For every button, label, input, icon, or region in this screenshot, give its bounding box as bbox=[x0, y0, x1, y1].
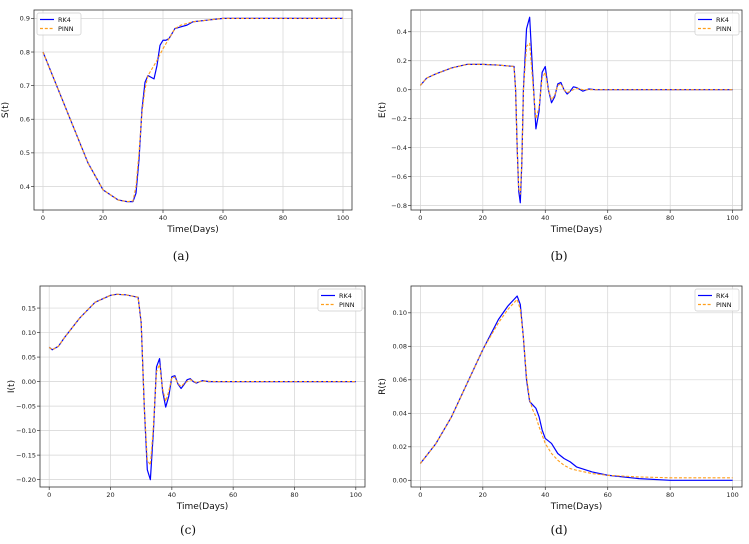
x-tick-label: 0 bbox=[41, 214, 45, 222]
y-tick-label: 0.15 bbox=[22, 304, 36, 312]
legend-label-pinn: PINN bbox=[58, 25, 74, 33]
y-tick-label: −0.8 bbox=[391, 202, 407, 210]
x-tick-label: 40 bbox=[541, 214, 549, 222]
series-line-pinn bbox=[419, 298, 733, 479]
x-tick-label: 100 bbox=[726, 214, 738, 222]
y-tick-label: −0.20 bbox=[16, 476, 36, 484]
subfigure-caption: (c) bbox=[180, 523, 196, 537]
x-tick-label: 100 bbox=[350, 491, 362, 499]
legend-box bbox=[694, 12, 740, 36]
x-tick-label: 100 bbox=[726, 491, 738, 499]
y-tick-label: 0.08 bbox=[393, 343, 407, 351]
y-tick-label: 0.00 bbox=[393, 477, 407, 485]
y-tick-label: 0.6 bbox=[20, 116, 30, 124]
x-tick-label: 60 bbox=[229, 491, 237, 499]
plot-frame bbox=[410, 285, 743, 488]
legend-box bbox=[694, 288, 740, 312]
y-tick-label: 0.06 bbox=[393, 376, 407, 384]
legend-label-pinn: PINN bbox=[716, 25, 732, 33]
y-axis-label: E(t) bbox=[378, 102, 388, 118]
x-tick-label: 20 bbox=[99, 214, 107, 222]
plot-frame bbox=[39, 285, 366, 488]
y-tick-label: −0.10 bbox=[16, 427, 36, 435]
y-tick-label: −0.2 bbox=[391, 115, 407, 123]
series-line-rk4 bbox=[419, 16, 733, 204]
legend-label-rk4: RK4 bbox=[339, 292, 352, 300]
y-axis-label: S(t) bbox=[1, 102, 11, 118]
series-line-rk4 bbox=[48, 293, 356, 481]
y-tick-label: −0.4 bbox=[391, 144, 407, 152]
series-line-rk4 bbox=[42, 17, 343, 203]
x-tick-label: 0 bbox=[418, 491, 422, 499]
y-tick-label: 0.05 bbox=[22, 353, 36, 361]
x-tick-label: 60 bbox=[219, 214, 227, 222]
y-tick-label: 0.10 bbox=[22, 329, 36, 337]
x-tick-label: 40 bbox=[168, 491, 176, 499]
x-tick-label: 40 bbox=[159, 214, 167, 222]
y-tick-label: 0.7 bbox=[20, 82, 30, 90]
legend-box bbox=[317, 288, 363, 312]
x-tick-label: 0 bbox=[47, 491, 51, 499]
x-tick-label: 80 bbox=[666, 214, 674, 222]
y-axis-label: R(t) bbox=[378, 378, 388, 395]
x-tick-label: 40 bbox=[541, 491, 549, 499]
y-tick-label: 0.02 bbox=[393, 443, 407, 451]
y-tick-label: −0.15 bbox=[16, 451, 36, 459]
x-axis-label: Time(Days) bbox=[550, 502, 603, 512]
plot-frame bbox=[410, 9, 743, 211]
y-tick-label: 0.4 bbox=[20, 183, 30, 191]
subfigure-caption: (d) bbox=[550, 523, 567, 537]
legend-label-rk4: RK4 bbox=[716, 16, 729, 24]
y-tick-label: 0.10 bbox=[393, 309, 407, 317]
legend-box bbox=[36, 12, 82, 36]
x-axis-label: Time(Days) bbox=[176, 502, 229, 512]
y-tick-label: 0.5 bbox=[20, 149, 30, 157]
y-tick-label: −0.05 bbox=[16, 402, 36, 410]
x-tick-label: 0 bbox=[418, 214, 422, 222]
subfigure-caption: (a) bbox=[173, 249, 190, 263]
x-tick-label: 20 bbox=[106, 491, 114, 499]
y-tick-label: 0.9 bbox=[20, 15, 30, 23]
chart-panel-3: 0 20 40 60 80 100 0.00 0.02 0.04 0.06 0.08 0.10 Time… bbox=[378, 285, 743, 537]
y-tick-label: 0.8 bbox=[20, 48, 30, 56]
x-tick-label: 100 bbox=[337, 214, 349, 222]
legend-label-rk4: RK4 bbox=[58, 16, 71, 24]
y-tick-label: 0.04 bbox=[393, 410, 407, 418]
legend-label-rk4: RK4 bbox=[716, 292, 729, 300]
plot-frame bbox=[33, 9, 353, 211]
x-tick-label: 60 bbox=[604, 491, 612, 499]
x-tick-label: 80 bbox=[666, 491, 674, 499]
x-tick-label: 20 bbox=[479, 214, 487, 222]
y-tick-label: 0.2 bbox=[397, 57, 407, 65]
y-tick-label: −0.6 bbox=[391, 173, 407, 181]
series-line-pinn bbox=[419, 42, 733, 195]
subfigure-caption: (b) bbox=[550, 249, 567, 263]
x-axis-label: Time(Days) bbox=[166, 225, 219, 235]
x-tick-label: 80 bbox=[290, 491, 298, 499]
series-line-pinn bbox=[42, 17, 343, 203]
chart-panel-0: 0 20 40 60 80 100 0.4 0.5 0.6 0.7 0.8 0.9 Time(Days)… bbox=[1, 9, 353, 263]
legend-label-pinn: PINN bbox=[716, 301, 732, 309]
x-tick-label: 80 bbox=[279, 214, 287, 222]
chart-panel-2: 0 20 40 60 80 100 −0.20 −0.15 −0.10 −0.05 0.00 0.05… bbox=[7, 285, 366, 537]
series-line-rk4 bbox=[419, 295, 733, 481]
y-tick-label: 0.0 bbox=[397, 86, 407, 94]
chart-panel-1: 0 20 40 60 80 100 −0.8 −0.6 −0.4 −0.2 0.0 0.2 0.4 Tim… bbox=[378, 9, 743, 263]
x-tick-label: 20 bbox=[479, 491, 487, 499]
legend-label-pinn: PINN bbox=[339, 301, 355, 309]
x-axis-label: Time(Days) bbox=[550, 225, 603, 235]
y-axis-label: I(t) bbox=[7, 380, 17, 393]
series-line-pinn bbox=[48, 293, 356, 466]
y-tick-label: 0.4 bbox=[397, 28, 407, 36]
x-tick-label: 60 bbox=[604, 214, 612, 222]
y-tick-label: 0.00 bbox=[22, 378, 36, 386]
